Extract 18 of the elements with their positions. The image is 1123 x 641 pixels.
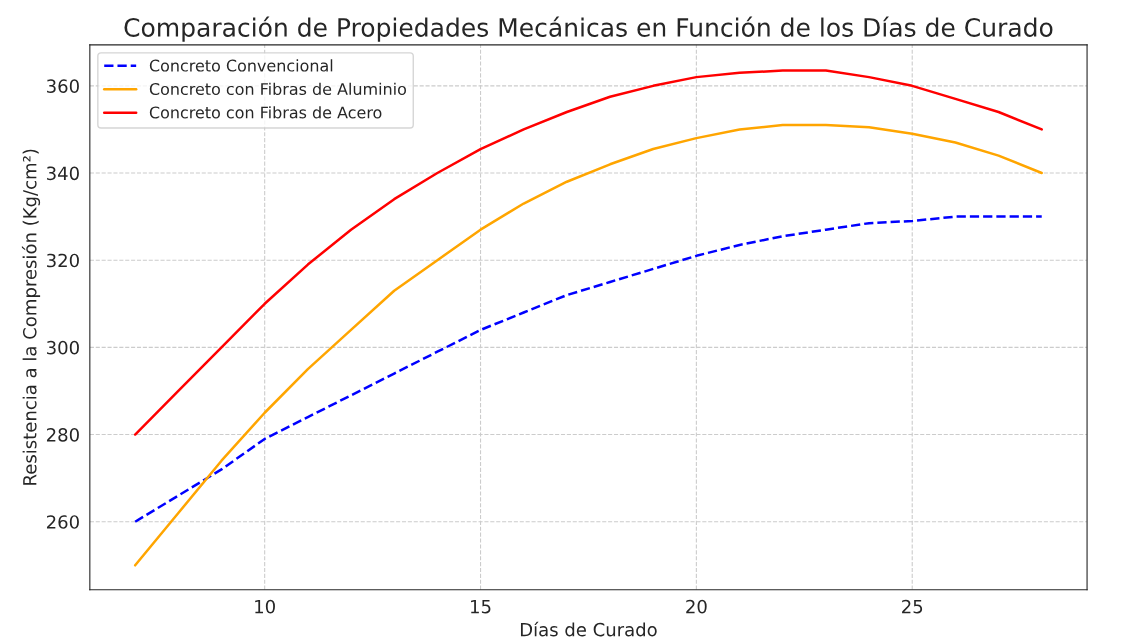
x-tick-label: 15 [471, 600, 491, 614]
x-tick-label: 20 [686, 599, 707, 614]
legend-label: Concreto Convencional [149, 59, 333, 72]
legend-label: Concreto con Fibras de Acero [149, 106, 382, 119]
y-tick-label: 260 [46, 515, 79, 529]
x-tick-label: 10 [255, 599, 275, 614]
line-series [133, 215, 1043, 523]
y-tick-label: 300 [47, 340, 79, 355]
x-tick-label: 25 [902, 599, 923, 614]
legend-label: Concreto con Fibras de Aluminio [149, 82, 407, 96]
y-tick-label: 320 [47, 253, 79, 268]
y-tick-label: 360 [47, 79, 79, 93]
y-axis-title: Resistencia a la Compresión (Kg/cm²) [21, 149, 41, 485]
y-tick-label: 340 [47, 166, 79, 181]
y-tick-label: 280 [46, 428, 79, 442]
chart-title: Comparación de Propiedades Mecánicas en Función de los Días de Curado [124, 16, 1053, 42]
x-axis-title: Días de Curado [520, 621, 657, 637]
line-series [133, 123, 1043, 567]
